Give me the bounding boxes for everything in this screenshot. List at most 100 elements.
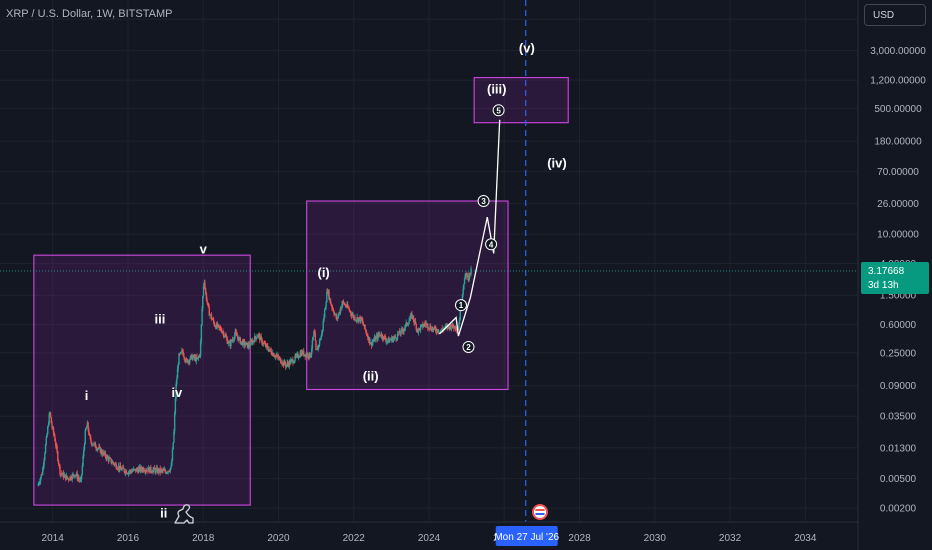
candle-body <box>469 272 472 275</box>
candle-body <box>333 311 335 315</box>
candle-body <box>437 332 440 333</box>
y-tick-label: 70.00000 <box>877 167 919 178</box>
candle-body <box>322 321 324 330</box>
x-tick-label: 2034 <box>794 533 817 544</box>
candle-body <box>207 303 210 308</box>
candle-body <box>37 483 40 486</box>
candle-body <box>106 456 108 459</box>
candle-body <box>386 341 389 342</box>
candle-body <box>98 446 101 448</box>
candle-body <box>191 356 194 360</box>
candle-body <box>78 477 80 480</box>
y-tick-label: 26.00000 <box>877 199 919 210</box>
candle-body <box>76 473 78 480</box>
candle-body <box>329 298 331 300</box>
wave-label: i <box>85 388 89 403</box>
candle-body <box>160 469 162 473</box>
candle-body <box>150 466 152 472</box>
wave-boxes <box>33 76 569 506</box>
chart-icons <box>174 504 548 524</box>
candle-body <box>272 353 275 357</box>
price-series <box>0 265 858 487</box>
wave-label: ii <box>160 505 167 520</box>
candle-body <box>200 324 203 342</box>
candle-body <box>253 340 255 343</box>
candle-body <box>451 323 454 328</box>
candle-body <box>325 302 327 308</box>
candle-body <box>421 324 423 325</box>
candle-body <box>354 320 357 321</box>
candle-body <box>358 317 360 319</box>
candle-body <box>277 355 279 357</box>
candle-body <box>159 468 161 473</box>
candle-body <box>415 324 417 330</box>
candle-body <box>220 330 223 333</box>
candle-body <box>411 314 413 318</box>
candle-body <box>419 326 422 331</box>
candle-body <box>132 470 134 472</box>
candle-body <box>116 469 119 470</box>
candle-body <box>411 315 414 318</box>
x-tick-label: 2030 <box>644 533 667 544</box>
candle-body <box>464 273 467 279</box>
wave-cycle-1-box <box>33 254 251 506</box>
candle-body <box>205 293 208 301</box>
candle-body <box>444 326 446 329</box>
candle-body <box>63 475 66 478</box>
candle-body <box>90 439 92 443</box>
candle-body <box>255 337 257 339</box>
candle-body <box>181 350 184 352</box>
candle-body <box>45 437 47 445</box>
candle-body <box>376 335 379 340</box>
candle-body <box>227 343 229 345</box>
wave-label: (v) <box>519 41 535 56</box>
last-price-badge: 3.17668 3d 13h <box>861 262 929 295</box>
wave-label: (i) <box>317 265 329 280</box>
wave-marker-circled: 3 <box>477 195 490 208</box>
wave-label: (iii) <box>487 81 507 96</box>
candle-body <box>166 472 168 474</box>
candle-body <box>326 291 328 303</box>
wave-label: (ii) <box>363 368 379 383</box>
candle-body <box>267 349 270 352</box>
candle-body <box>284 361 286 365</box>
candle-body <box>43 459 45 466</box>
candle-body <box>468 272 471 279</box>
candle-body <box>417 329 419 333</box>
candle-body <box>374 337 376 341</box>
candle-body <box>173 431 175 443</box>
candle-body <box>375 335 378 338</box>
candle-body <box>85 426 88 429</box>
candle-body <box>432 328 435 331</box>
candle-body <box>338 312 340 315</box>
candle-body <box>173 413 176 432</box>
candle-body <box>429 325 431 329</box>
candle-body <box>453 326 455 329</box>
y-tick-label: 1,200.00000 <box>870 76 926 87</box>
candle-body <box>419 328 421 331</box>
candle-body <box>233 339 235 341</box>
candle-body <box>52 427 55 434</box>
candle-body <box>125 470 128 474</box>
candle-body <box>167 470 169 473</box>
candle-body <box>154 469 156 473</box>
candle-body <box>285 365 288 367</box>
candle-body <box>327 290 329 293</box>
candle-body <box>441 328 443 330</box>
candle-body <box>83 449 85 457</box>
candle-body <box>261 343 264 345</box>
candle-body <box>199 355 201 356</box>
candle-body <box>184 360 187 362</box>
candle-body <box>186 359 188 361</box>
candle-body <box>60 473 63 475</box>
candle-body <box>292 362 295 364</box>
candle-body <box>204 282 206 289</box>
currency-selector-button[interactable]: USD <box>864 4 926 26</box>
candle-body <box>122 467 124 469</box>
candle-body <box>393 336 396 338</box>
candle-body <box>455 329 457 330</box>
candle-body <box>79 479 81 481</box>
candle-body <box>423 323 425 326</box>
candle-body <box>199 341 202 356</box>
